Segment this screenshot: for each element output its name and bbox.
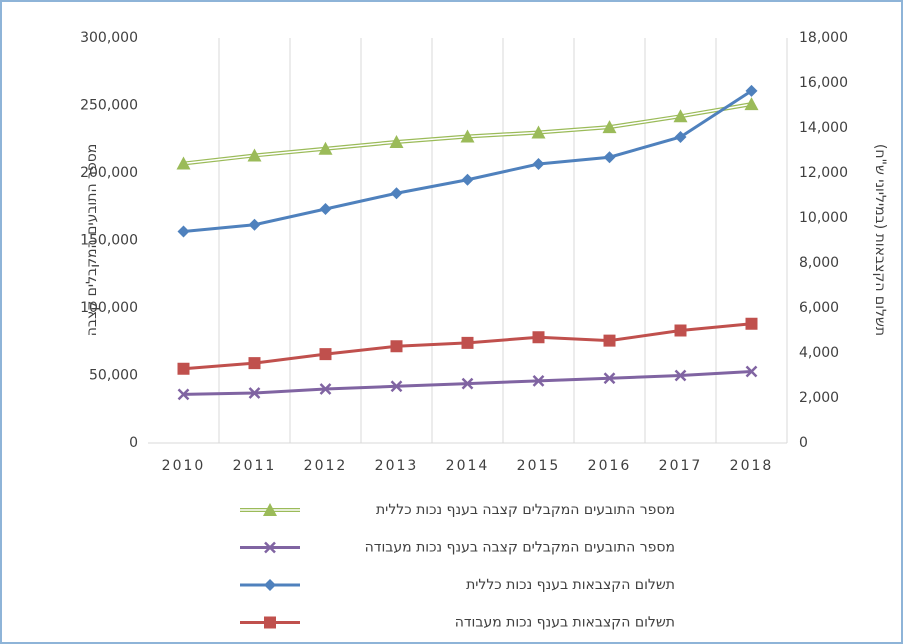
x-tick-label: 2011 [233,458,277,474]
marker [603,372,616,385]
marker [319,348,332,361]
marker [745,317,758,330]
marker [390,380,403,393]
marker [319,203,332,215]
marker [248,218,261,231]
marker [176,156,191,170]
marker [177,225,190,238]
marker [390,187,403,200]
legend-label: תשלום הקצבאות בענף נכות כללית [466,577,675,593]
marker [603,151,616,164]
x-tick-label: 2013 [375,458,419,474]
legend-label: מספר התובעים המקבלים קצבה בענף נכות מעבו… [365,540,675,556]
legend-marker [264,579,276,591]
marker [531,125,546,139]
marker [532,331,545,344]
legend-label: תשלום הקצבאות בענף נכות מעבודה [455,615,675,631]
y-tick-label: 200,000 [80,165,138,181]
legend-marker [264,616,276,629]
marker [390,340,403,353]
legend-marker [264,541,276,554]
marker [673,109,688,123]
y-tick-label: 50,000 [89,368,138,384]
marker [318,141,333,155]
y-tick-label: 0 [129,435,138,451]
x-tick-label: 2017 [659,458,703,474]
marker [460,129,475,143]
y-axis-title: מספר התובעים המקבלים קצבה [84,144,100,337]
marker [603,334,616,347]
marker [532,375,545,387]
legend-label: מספר התובעים המקבלים קצבה בענף נכות כללי… [376,502,675,518]
y-tick-label: 150,000 [80,233,138,249]
marker [745,84,758,97]
y2-tick-label: 0 [799,435,808,451]
marker [319,383,332,395]
marker [674,324,687,337]
legend-marker [263,503,277,516]
marker [247,148,262,162]
x-tick-label: 2012 [304,458,348,474]
y-tick-label: 300,000 [80,30,138,46]
y-tick-label: 100,000 [80,300,138,316]
marker [674,369,687,382]
y-tick-label: 250,000 [80,98,138,114]
marker [744,97,759,111]
marker [248,357,261,370]
x-tick-label: 2016 [588,458,632,474]
marker [745,365,758,378]
marker [461,173,474,186]
marker [461,377,474,390]
y2-tick-label: 8,000 [799,255,839,271]
y2-tick-label: 2,000 [799,390,839,406]
y2-tick-label: 4,000 [799,345,839,361]
x-tick-label: 2014 [446,458,490,474]
marker [532,158,545,170]
y2-axis-title: תשלום הקצבאות (במיליוני ש"ח) [872,144,888,336]
y2-tick-label: 10,000 [799,210,848,226]
y2-tick-label: 12,000 [799,165,848,181]
x-tick-label: 2015 [517,458,561,474]
marker [461,336,474,349]
y2-tick-label: 14,000 [799,120,848,136]
marker [177,388,190,401]
y2-tick-label: 16,000 [799,75,848,91]
marker [674,131,687,143]
x-tick-label: 2010 [162,458,206,474]
marker [602,120,617,134]
marker [389,134,404,148]
marker [248,387,261,399]
marker [177,362,190,375]
y2-tick-label: 18,000 [799,30,848,46]
x-tick-label: 2018 [730,458,774,474]
y2-tick-label: 6,000 [799,300,839,316]
